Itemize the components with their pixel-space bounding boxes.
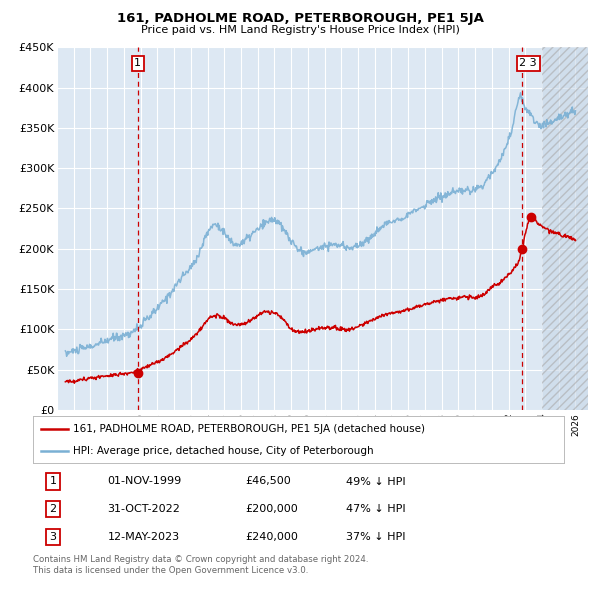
Text: Price paid vs. HM Land Registry's House Price Index (HPI): Price paid vs. HM Land Registry's House … bbox=[140, 25, 460, 35]
Text: 161, PADHOLME ROAD, PETERBOROUGH, PE1 5JA (detached house): 161, PADHOLME ROAD, PETERBOROUGH, PE1 5J… bbox=[73, 424, 425, 434]
Text: 12-MAY-2023: 12-MAY-2023 bbox=[107, 532, 179, 542]
Text: This data is licensed under the Open Government Licence v3.0.: This data is licensed under the Open Gov… bbox=[33, 566, 308, 575]
Text: Contains HM Land Registry data © Crown copyright and database right 2024.: Contains HM Land Registry data © Crown c… bbox=[33, 555, 368, 563]
Text: 37% ↓ HPI: 37% ↓ HPI bbox=[346, 532, 406, 542]
Text: 31-OCT-2022: 31-OCT-2022 bbox=[107, 504, 180, 514]
Text: £240,000: £240,000 bbox=[245, 532, 298, 542]
Text: 2 3: 2 3 bbox=[520, 58, 537, 68]
Text: 49% ↓ HPI: 49% ↓ HPI bbox=[346, 477, 406, 487]
Text: 47% ↓ HPI: 47% ↓ HPI bbox=[346, 504, 406, 514]
Text: 1: 1 bbox=[50, 477, 56, 487]
Text: 2: 2 bbox=[50, 504, 57, 514]
Text: £200,000: £200,000 bbox=[245, 504, 298, 514]
Text: 1: 1 bbox=[134, 58, 141, 68]
Text: HPI: Average price, detached house, City of Peterborough: HPI: Average price, detached house, City… bbox=[73, 447, 373, 456]
Text: 01-NOV-1999: 01-NOV-1999 bbox=[107, 477, 182, 487]
Text: 161, PADHOLME ROAD, PETERBOROUGH, PE1 5JA: 161, PADHOLME ROAD, PETERBOROUGH, PE1 5J… bbox=[116, 12, 484, 25]
Text: £46,500: £46,500 bbox=[245, 477, 291, 487]
Bar bbox=[542, 47, 588, 410]
Text: 3: 3 bbox=[50, 532, 56, 542]
